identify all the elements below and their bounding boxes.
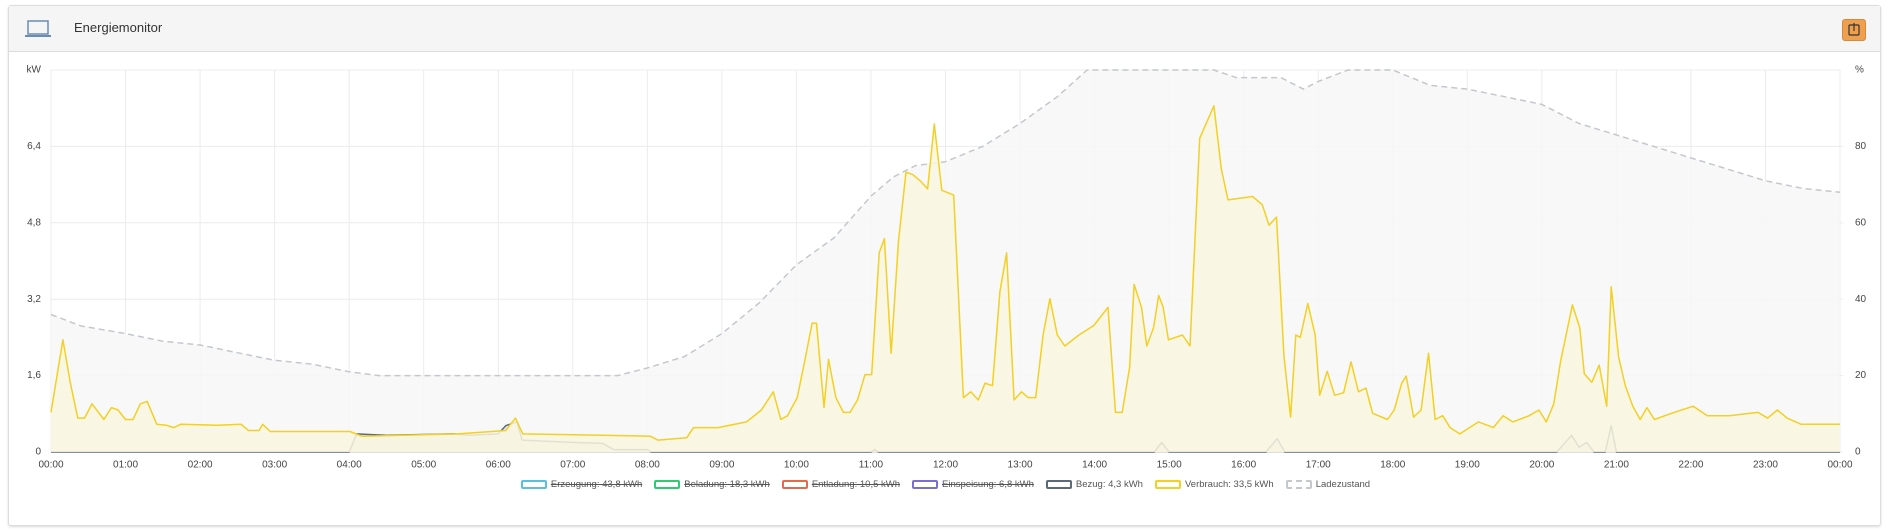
legend-label: Bezug: 4,3 kWh	[1075, 479, 1143, 490]
x-tick-label: 05:00	[411, 460, 436, 471]
x-tick-label: 17:00	[1306, 460, 1331, 471]
legend-swatch	[654, 480, 681, 489]
x-tick-label: 10:00	[784, 460, 809, 471]
legend-swatch	[520, 480, 547, 489]
download-icon	[1848, 23, 1860, 36]
x-tick-label: 00:00	[1827, 460, 1852, 471]
x-tick-label: 18:00	[1380, 460, 1405, 471]
y2-axis-label: %	[1855, 65, 1864, 76]
legend-label: Einspeisung: 6,8 kWh	[942, 479, 1034, 490]
y-tick-label: 0	[35, 447, 41, 458]
panel: Energiemonitor	[8, 5, 1881, 526]
series-line	[50, 105, 1840, 441]
legend-item[interactable]: Entladung: 10,5 kWh	[781, 479, 901, 490]
x-tick-label: 19:00	[1455, 460, 1480, 471]
x-tick-label: 15:00	[1157, 460, 1182, 471]
x-tick-label: 16:00	[1231, 460, 1256, 471]
legend-label: Entladung: 10,5 kWh	[811, 479, 901, 490]
legend-item[interactable]: Ladezustand	[1285, 479, 1371, 490]
y-tick-label: 1,6	[27, 370, 41, 381]
x-tick-label: 20:00	[1529, 460, 1554, 471]
y2-tick-label: 0	[1855, 447, 1861, 458]
x-tick-label: 04:00	[337, 460, 362, 471]
legend-label: Beladung: 18,3 kWh	[684, 479, 770, 490]
y2-tick-label: 60	[1855, 217, 1867, 228]
x-tick-label: 09:00	[709, 460, 734, 471]
x-tick-label: 07:00	[560, 460, 585, 471]
legend-item[interactable]: Verbrauch: 33,5 kWh	[1154, 479, 1274, 490]
x-tick-label: 01:00	[113, 460, 138, 471]
x-tick-label: 02:00	[188, 460, 213, 471]
legend-swatch	[912, 480, 939, 489]
legend-item[interactable]: Erzeugung: 43,8 kWh	[520, 479, 643, 490]
x-tick-label: 14:00	[1082, 460, 1107, 471]
y-tick-label: 6,4	[27, 141, 41, 152]
x-tick-label: 22:00	[1678, 460, 1703, 471]
legend: Erzeugung: 43,8 kWh Beladung: 18,3 kWh Ent…	[0, 479, 1891, 490]
x-tick-label: 06:00	[486, 460, 511, 471]
area	[51, 105, 1840, 453]
x-tick-label: 03:00	[262, 460, 287, 471]
series-line	[50, 69, 1841, 377]
y-tick-label: 3,2	[27, 294, 41, 305]
y2-tick-label: 80	[1855, 141, 1867, 152]
legend-swatch	[1285, 480, 1312, 489]
legend-swatch	[1045, 480, 1072, 489]
legend-label: Erzeugung: 43,8 kWh	[550, 479, 643, 490]
x-tick-label: 00:00	[38, 460, 63, 471]
laptop-icon	[25, 20, 51, 37]
x-tick-label: 13:00	[1008, 460, 1033, 471]
y2-tick-label: 20	[1855, 370, 1867, 381]
legend-swatch	[781, 480, 808, 489]
x-tick-label: 23:00	[1753, 460, 1778, 471]
panel-title: Energiemonitor	[74, 20, 163, 35]
legend-label: Verbrauch: 33,5 kWh	[1184, 479, 1274, 490]
x-tick-label: 08:00	[635, 460, 660, 471]
y-tick-label: 4,8	[27, 217, 41, 228]
legend-label: Ladezustand	[1315, 479, 1371, 490]
x-tick-label: 11:00	[859, 460, 884, 471]
download-button[interactable]	[1842, 19, 1866, 41]
legend-item[interactable]: Beladung: 18,3 kWh	[654, 479, 770, 490]
y-axis-label: kW	[27, 65, 42, 76]
panel-header: Energiemonitor	[9, 6, 1880, 52]
legend-item[interactable]: Bezug: 4,3 kWh	[1045, 479, 1143, 490]
x-tick-label: 12:00	[933, 460, 958, 471]
legend-item[interactable]: Einspeisung: 6,8 kWh	[912, 479, 1034, 490]
x-tick-label: 21:00	[1604, 460, 1629, 471]
y2-tick-label: 40	[1855, 294, 1867, 305]
legend-swatch	[1154, 480, 1181, 489]
